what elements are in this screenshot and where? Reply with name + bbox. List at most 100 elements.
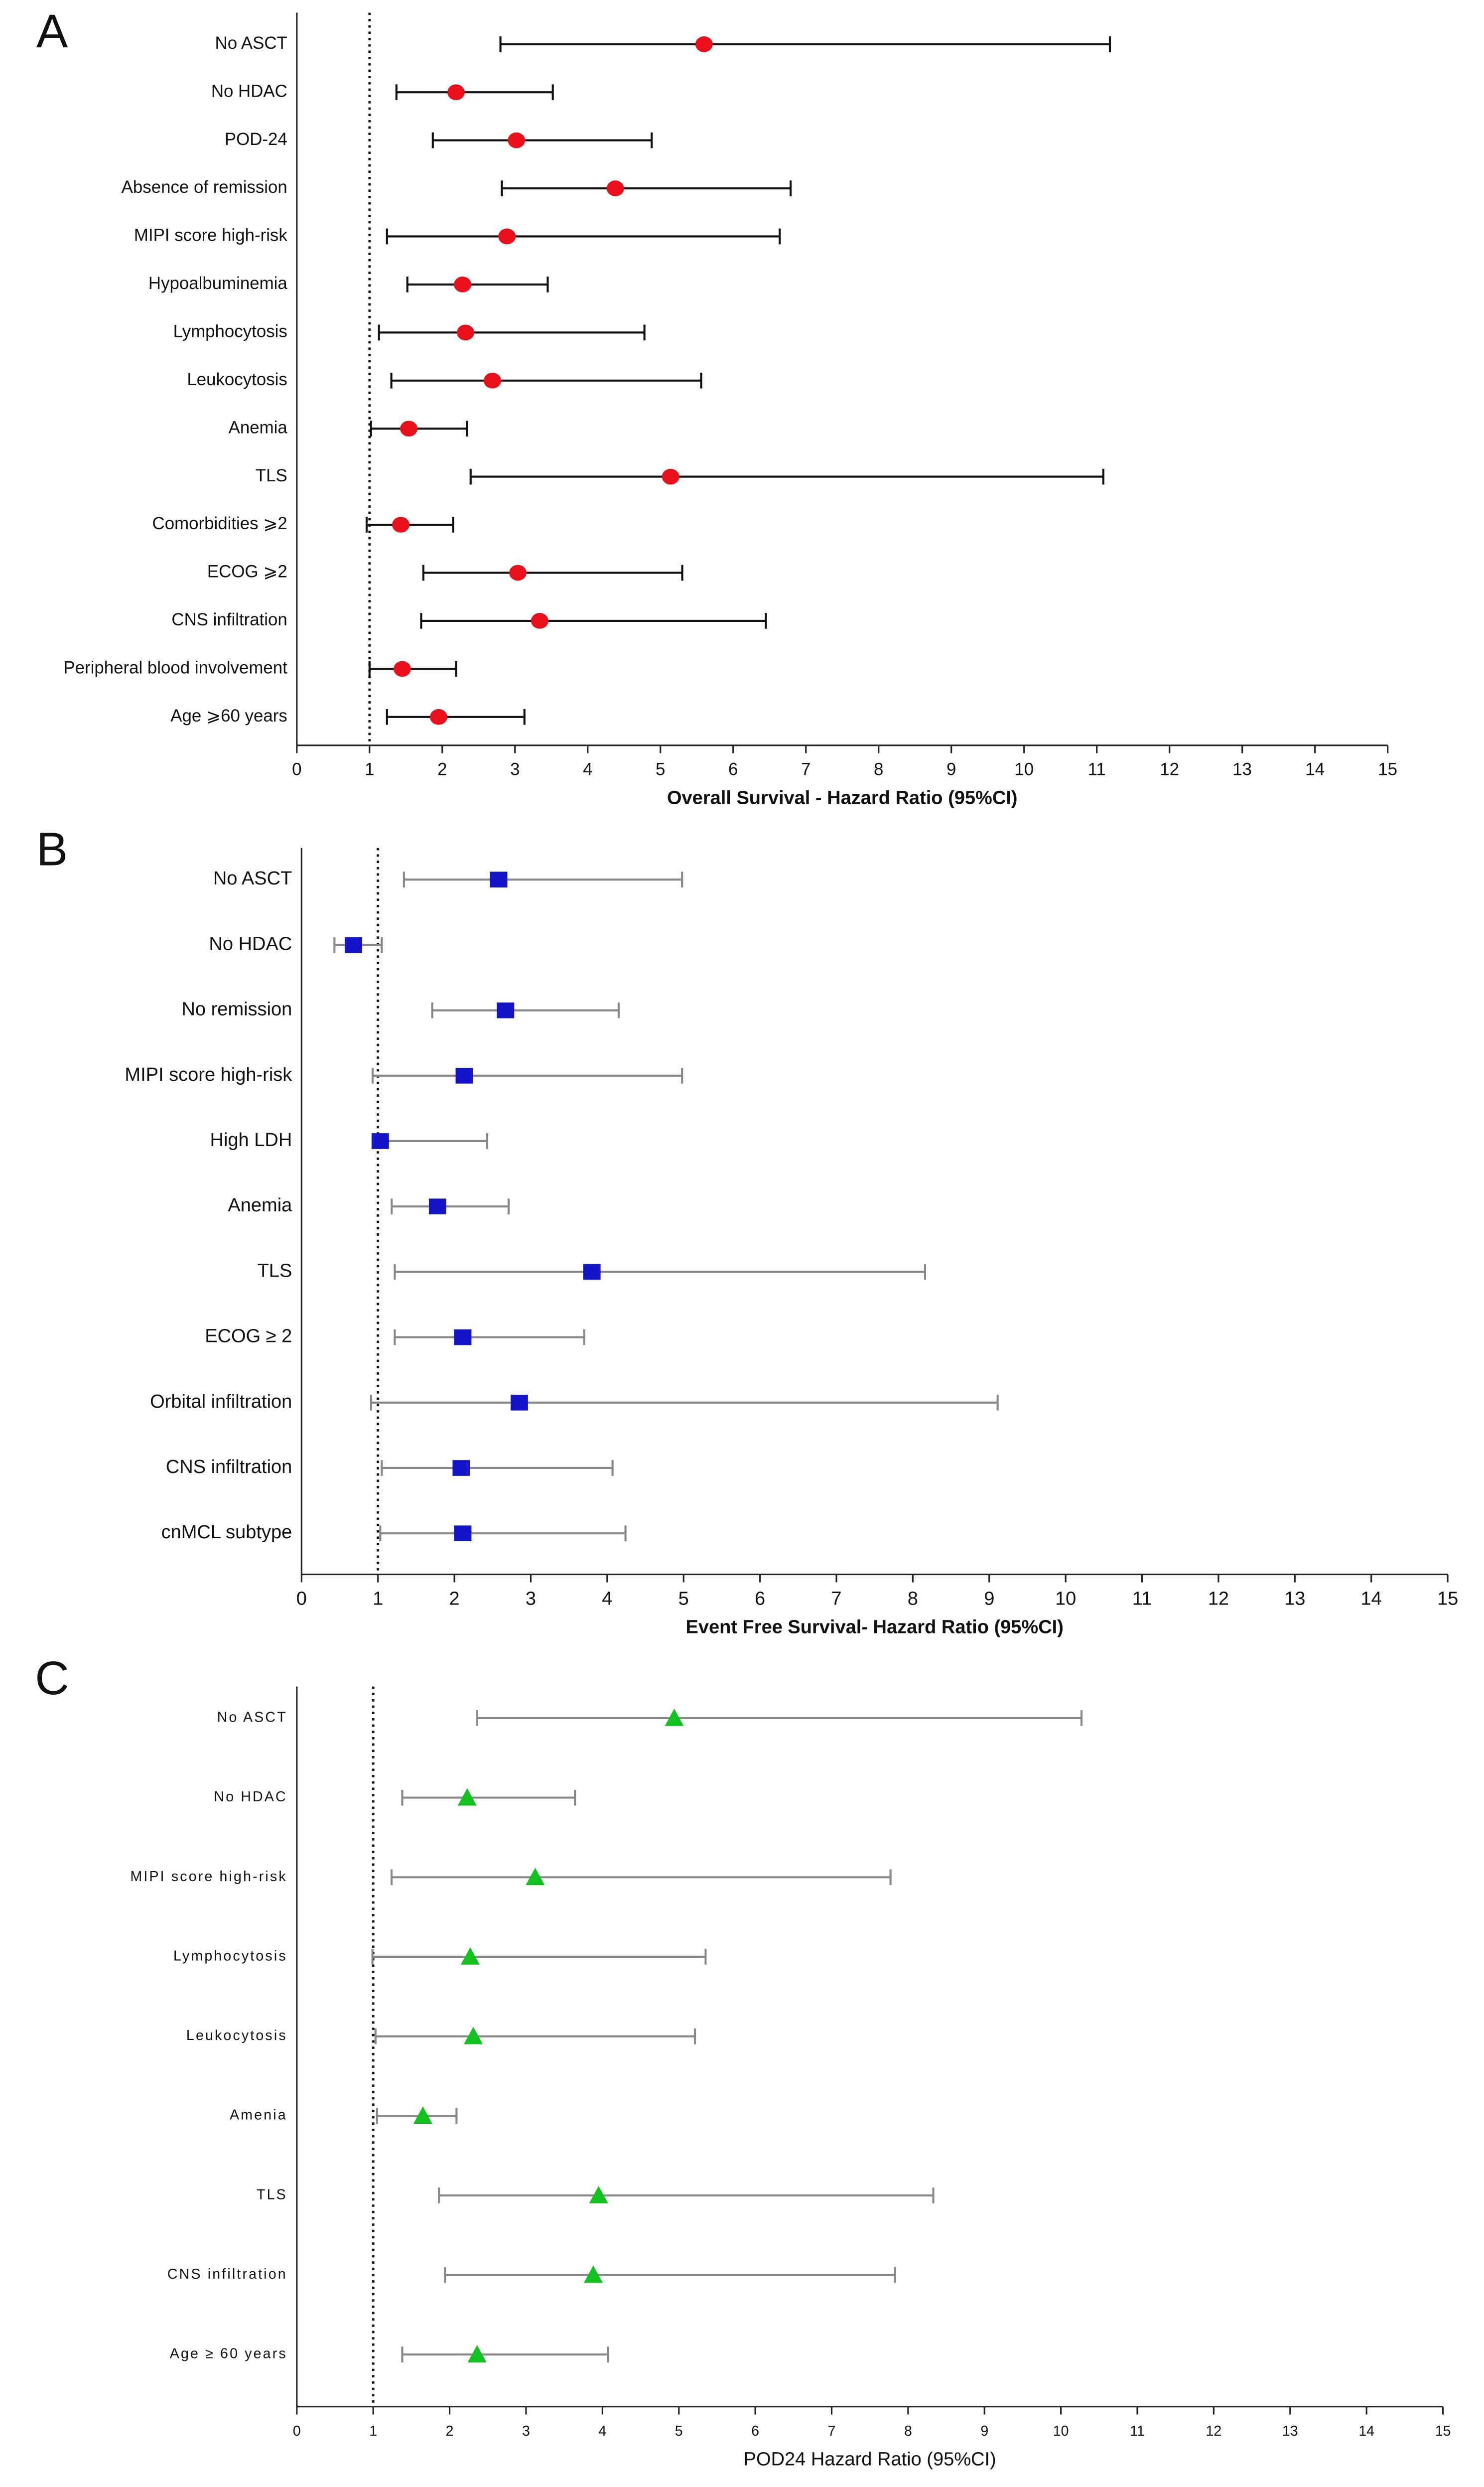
point	[497, 1002, 515, 1019]
point	[371, 1133, 389, 1149]
x-tick-label: 14	[1361, 1588, 1382, 1609]
category-label: ECOG ≥ 2	[205, 1326, 292, 1347]
x-tick-label: 9	[984, 1588, 994, 1609]
x-axis-title: Overall Survival - Hazard Ratio (95%CI)	[667, 788, 1018, 809]
x-tick-label: 13	[1282, 2423, 1298, 2439]
point	[665, 1708, 684, 1726]
point	[457, 1788, 477, 1806]
category-label: Age ≥ 60 years	[170, 2346, 287, 2362]
category-label: Hypoalbuminemia	[148, 274, 288, 293]
point	[662, 468, 679, 485]
point	[583, 1264, 601, 1280]
x-tick-label: 10	[1055, 1588, 1076, 1609]
x-tick-label: 5	[656, 760, 665, 779]
category-label: No HDAC	[211, 81, 287, 101]
category-label: No HDAC	[209, 933, 292, 954]
x-tick-label: 8	[874, 760, 883, 779]
x-tick-label: 2	[446, 2423, 454, 2439]
category-label: Amenia	[230, 2107, 287, 2123]
x-tick-label: 3	[510, 760, 520, 779]
category-label: POD-24	[225, 130, 287, 149]
x-tick-label: 9	[946, 760, 956, 779]
category-label: TLS	[256, 466, 287, 485]
x-tick-label: 12	[1160, 760, 1179, 779]
x-tick-label: 15	[1437, 1588, 1458, 1609]
x-tick-label: 6	[755, 1588, 765, 1609]
x-tick-label: 0	[293, 2423, 301, 2439]
category-label: cnMCL subtype	[161, 1522, 292, 1543]
x-tick-label: 0	[296, 1588, 307, 1609]
x-tick-label: 14	[1305, 760, 1325, 779]
point	[509, 565, 527, 581]
category-label: Leukocytosis	[186, 2028, 287, 2044]
category-label: MIPI score high-risk	[134, 226, 287, 245]
category-label: Anemia	[228, 1195, 292, 1216]
x-tick-label: 1	[373, 1588, 383, 1609]
x-tick-label: 14	[1358, 2423, 1374, 2439]
point	[428, 1198, 446, 1215]
x-axis-title: POD24 Hazard Ratio (95%CI)	[744, 2449, 996, 2470]
point	[452, 1460, 470, 1476]
point	[490, 872, 508, 888]
x-tick-label: 10	[1014, 760, 1034, 779]
point	[457, 324, 474, 341]
x-tick-label: 7	[828, 2423, 836, 2439]
point	[454, 277, 472, 293]
category-label: CNS infiltration	[167, 2266, 287, 2282]
x-tick-label: 15	[1435, 2423, 1451, 2439]
x-tick-label: 6	[728, 760, 738, 779]
point	[400, 421, 418, 437]
point	[467, 2345, 487, 2362]
x-tick-label: 2	[449, 1588, 460, 1609]
x-tick-label: 11	[1088, 760, 1106, 779]
category-label: High LDH	[210, 1130, 292, 1151]
panel-label: B	[36, 823, 68, 876]
x-tick-label: 13	[1232, 760, 1252, 779]
x-tick-label: 4	[602, 1588, 612, 1609]
point	[583, 2265, 603, 2283]
x-axis-title: Event Free Survival- Hazard Ratio (95%CI…	[685, 1616, 1063, 1637]
category-label: Peripheral blood involvement	[63, 658, 287, 678]
category-label: TLS	[258, 1260, 292, 1281]
category-label: Anemia	[229, 418, 288, 437]
point	[511, 1394, 528, 1411]
x-tick-label: 8	[908, 1588, 918, 1609]
x-tick-label: 15	[1378, 760, 1397, 779]
x-tick-label: 4	[598, 2423, 606, 2439]
x-tick-label: 7	[801, 760, 810, 779]
x-tick-label: 3	[526, 1588, 536, 1609]
point	[454, 1525, 472, 1542]
point	[526, 1868, 545, 1886]
x-tick-label: 0	[292, 760, 301, 779]
category-label: Age ⩾60 years	[170, 706, 287, 726]
point	[394, 661, 411, 677]
point	[498, 228, 516, 245]
point	[392, 517, 410, 533]
panel-label: A	[36, 5, 68, 58]
x-tick-label: 5	[675, 2423, 683, 2439]
category-label: Lymphocytosis	[173, 1948, 287, 1964]
point	[345, 937, 363, 953]
category-label: MIPI score high-risk	[130, 1869, 287, 1885]
x-tick-label: 11	[1132, 1588, 1152, 1609]
point	[447, 84, 465, 101]
x-tick-label: 2	[437, 760, 447, 779]
point	[606, 180, 624, 196]
x-tick-label: 1	[365, 760, 374, 779]
category-label: CNS infiltration	[171, 610, 287, 629]
point	[589, 2186, 608, 2203]
x-tick-label: 4	[583, 760, 592, 779]
category-label: MIPI score high-risk	[125, 1064, 292, 1085]
category-label: No ASCT	[215, 33, 287, 53]
x-tick-label: 5	[678, 1588, 689, 1609]
x-tick-label: 11	[1130, 2423, 1145, 2439]
category-label: No remission	[181, 999, 292, 1020]
x-tick-label: 7	[831, 1588, 841, 1609]
x-tick-label: 8	[904, 2423, 912, 2439]
point	[455, 1067, 473, 1084]
category-label: TLS	[257, 2187, 287, 2202]
category-label: No ASCT	[217, 1710, 287, 1726]
point	[531, 613, 548, 629]
x-tick-label: 1	[369, 2423, 377, 2439]
